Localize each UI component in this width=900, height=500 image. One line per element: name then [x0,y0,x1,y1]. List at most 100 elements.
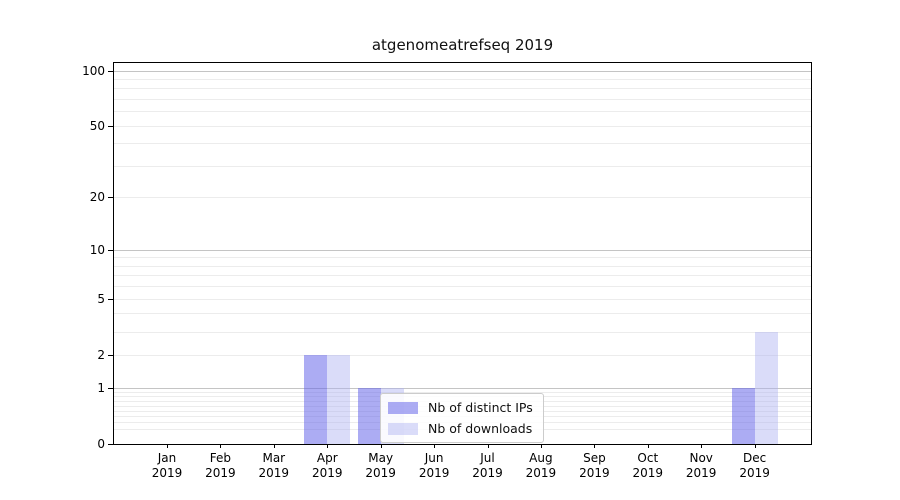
y-tick-label: 2 [97,347,105,362]
x-tick-label: Apr 2019 [299,451,355,481]
minor-gridline [114,391,811,393]
x-tick-mark [327,444,329,448]
legend-label-downloads: Nb of downloads [428,421,533,436]
y-tick-mark [108,387,113,389]
major-gridline [114,70,811,72]
x-tick-mark [594,444,596,448]
legend-swatch-downloads [388,422,418,435]
y-tick-label: 1 [97,380,105,395]
x-tick-mark [647,444,649,448]
x-tick-mark [754,444,756,448]
x-tick-year: 2019 [739,466,770,480]
chart-title: atgenomeatrefseq 2019 [371,36,554,54]
y-tick-mark [108,249,113,251]
minor-gridline [114,78,811,80]
legend-item-downloads: Nb of downloads [388,421,533,436]
x-tick-month: Jan [157,451,177,465]
major-gridline [114,249,811,251]
x-tick-label: Aug 2019 [513,451,569,481]
minor-gridline [114,111,811,113]
x-tick-year: 2019 [685,466,717,480]
x-tick-month: Sep [583,451,606,465]
x-tick-label: Jul 2019 [460,451,516,481]
x-tick-mark [540,444,542,448]
y-tick-label: 50 [89,118,105,133]
y-tick-label: 100 [82,63,105,78]
legend-item-distinct-ips: Nb of distinct IPs [388,400,533,415]
minor-gridline [114,286,811,288]
bar-nb-of-distinct-ips [731,388,755,444]
x-tick-label: Dec 2019 [727,451,783,481]
bar-nb-of-distinct-ips [304,355,328,444]
plot-area: Nb of distinct IPs Nb of downloads [113,62,812,445]
y-tick-mark [108,354,113,356]
x-tick-label: Jun 2019 [406,451,462,481]
bar-layer [114,63,811,444]
minor-gridline [114,275,811,277]
bar-nb-of-downloads [327,355,351,444]
x-tick-month: Dec [742,451,767,465]
x-tick-year: 2019 [365,466,396,480]
x-tick-year: 2019 [525,466,557,480]
x-tick-year: 2019 [151,466,183,480]
x-tick-month: Mar [262,451,286,465]
y-tick-mark [108,70,113,72]
y-tick-mark [108,298,113,300]
x-tick-month: Jul [480,451,495,465]
x-tick-mark [434,444,436,448]
x-tick-year: 2019 [312,466,343,480]
x-tick-year: 2019 [258,466,290,480]
x-tick-month: May [368,451,394,465]
minor-gridline [114,125,811,127]
x-tick-year: 2019 [632,466,664,480]
x-tick-year: 2019 [579,466,610,480]
minor-gridline [114,88,811,90]
x-tick-label: Sep 2019 [566,451,622,481]
y-tick-mark [108,125,113,127]
x-tick-label: Feb 2019 [192,451,248,481]
minor-gridline [114,265,811,267]
y-tick-label: 10 [89,242,105,257]
x-tick-year: 2019 [472,466,503,480]
x-tick-year: 2019 [418,466,450,480]
x-tick-mark [380,444,382,448]
bar-nb-of-downloads [754,332,778,444]
x-tick-label: Jan 2019 [139,451,195,481]
y-tick-label: 20 [89,190,105,205]
minor-gridline [114,166,811,167]
x-tick-mark [167,444,168,448]
legend-swatch-distinct-ips [388,401,418,414]
x-tick-mark [220,444,222,448]
minor-gridline [114,257,811,259]
major-gridline [114,387,811,389]
minor-gridline [114,298,811,300]
bar-nb-of-distinct-ips [357,388,381,444]
x-tick-month: Apr [316,451,338,465]
x-tick-month: Nov [689,451,713,465]
x-tick-month: Jun [424,451,444,465]
legend: Nb of distinct IPs Nb of downloads [380,393,544,443]
y-tick-mark [108,197,113,199]
x-tick-month: Oct [637,451,659,465]
minor-gridline [114,354,811,356]
minor-gridline [114,313,811,315]
y-tick-label: 5 [97,291,105,306]
x-tick-month: Aug [529,451,553,465]
x-tick-mark [273,444,275,448]
x-tick-label: Mar 2019 [246,451,302,481]
y-tick-mark [108,443,113,445]
minor-gridline [114,99,811,100]
x-tick-month: Feb [209,451,232,465]
y-tick-label: 0 [97,436,105,451]
minor-gridline [114,331,811,333]
x-tick-mark [487,444,489,448]
x-tick-label: May 2019 [353,451,409,481]
minor-gridline [114,143,811,145]
x-tick-mark [701,444,703,448]
x-tick-year: 2019 [205,466,236,480]
x-tick-label: Oct 2019 [620,451,676,481]
x-tick-label: Nov 2019 [673,451,729,481]
legend-label-distinct-ips: Nb of distinct IPs [428,400,533,415]
minor-gridline [114,197,811,199]
